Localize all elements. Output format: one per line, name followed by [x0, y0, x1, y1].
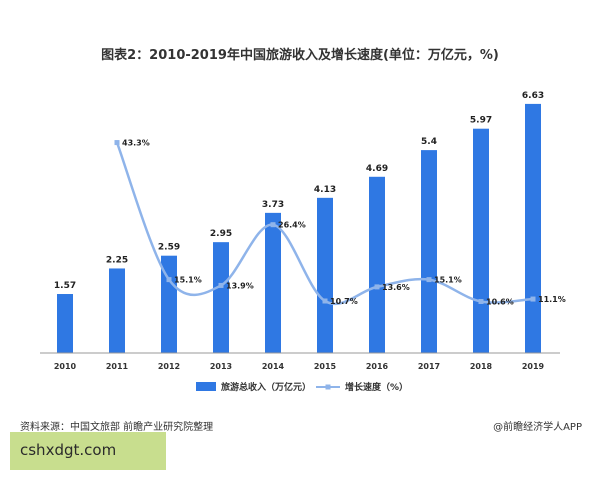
growth-value-label: 15.1%	[434, 276, 462, 285]
brand-credit: @前瞻经济学人APP	[493, 422, 582, 433]
legend-bar-swatch	[196, 382, 216, 391]
x-tick-label: 2017	[418, 362, 440, 371]
bar-value-label: 4.13	[314, 185, 336, 195]
legend-bar-label: 旅游总收入（万亿元）	[221, 381, 311, 393]
legend-line-marker	[325, 384, 331, 390]
growth-point-2017	[426, 277, 432, 283]
legend-line-label: 增长速度（%）	[345, 381, 408, 393]
bar-2018	[473, 128, 489, 353]
growth-value-label: 43.3%	[122, 139, 150, 148]
bar-value-label: 5.4	[421, 137, 437, 147]
growth-point-2019	[530, 296, 536, 302]
x-tick-label: 2010	[54, 362, 77, 371]
bar-2015	[317, 197, 333, 353]
bar-value-label: 1.57	[54, 281, 76, 291]
growth-point-2015	[322, 298, 328, 304]
bar-value-label: 2.95	[210, 229, 232, 239]
bar-2016	[369, 176, 385, 353]
bar-2012	[161, 255, 177, 353]
bar-value-label: 2.59	[158, 243, 180, 253]
bar-value-label: 3.73	[262, 200, 284, 210]
x-tick-label: 2019	[522, 362, 545, 371]
x-axis-ticks: 2010 2011 2012 2013 2014 2015 2016 2017 2018 2019	[54, 362, 545, 371]
bar-2014	[265, 212, 281, 353]
x-tick-label: 2014	[262, 362, 285, 371]
x-tick-label: 2015	[314, 362, 337, 371]
x-tick-label: 2013	[210, 362, 232, 371]
growth-value-label: 10.7%	[330, 297, 358, 306]
bar-2017	[421, 150, 437, 353]
chart-title: 图表2：2010-2019年中国旅游收入及增长速度(单位：万亿元，%)	[101, 48, 499, 63]
growth-value-label: 13.9%	[226, 281, 254, 290]
growth-point-2018	[478, 298, 484, 304]
x-tick-label: 2012	[158, 362, 180, 371]
growth-value-label: 13.6%	[382, 283, 410, 292]
growth-value-label: 26.4%	[278, 221, 306, 230]
bar-2011	[109, 268, 125, 353]
x-tick-label: 2018	[470, 362, 493, 371]
bar-value-label: 5.97	[470, 116, 492, 126]
chart-area: 1.572.252.592.953.734.134.695.45.976.63 …	[40, 91, 566, 393]
growth-point-2011	[114, 140, 120, 146]
bar-value-label: 6.63	[522, 91, 544, 101]
bar-value-label: 4.69	[366, 164, 388, 174]
bar-value-label: 2.25	[106, 255, 128, 265]
bar-2013	[213, 242, 229, 353]
growth-line-series: 43.3% 15.1% 13.9% 26.4% 10.7% 13.6% 15.1% 10.6%…	[114, 139, 566, 306]
x-tick-label: 2011	[106, 362, 129, 371]
growth-point-2014	[270, 222, 276, 228]
bar-series: 1.57 2.25 2.59 2.95 3.73 4.13 4.69 5.4 5.97 6.63	[54, 91, 544, 353]
watermark-text: cshxdgt.com	[20, 441, 117, 459]
x-tick-label: 2016	[366, 362, 389, 371]
growth-value-label: 11.1%	[538, 295, 566, 304]
growth-value-label: 15.1%	[174, 276, 202, 285]
growth-point-2012	[166, 277, 172, 283]
growth-point-2013	[218, 282, 224, 288]
source-note: 资料来源：中国文旅部 前瞻产业研究院整理	[20, 422, 214, 433]
growth-point-2016	[374, 284, 380, 290]
growth-value-label: 10.6%	[486, 297, 514, 306]
legend: 旅游总收入（万亿元） 增长速度（%）	[196, 381, 408, 393]
bar-2010	[57, 294, 73, 353]
watermark-banner	[10, 432, 166, 470]
bar-2019	[525, 103, 541, 353]
